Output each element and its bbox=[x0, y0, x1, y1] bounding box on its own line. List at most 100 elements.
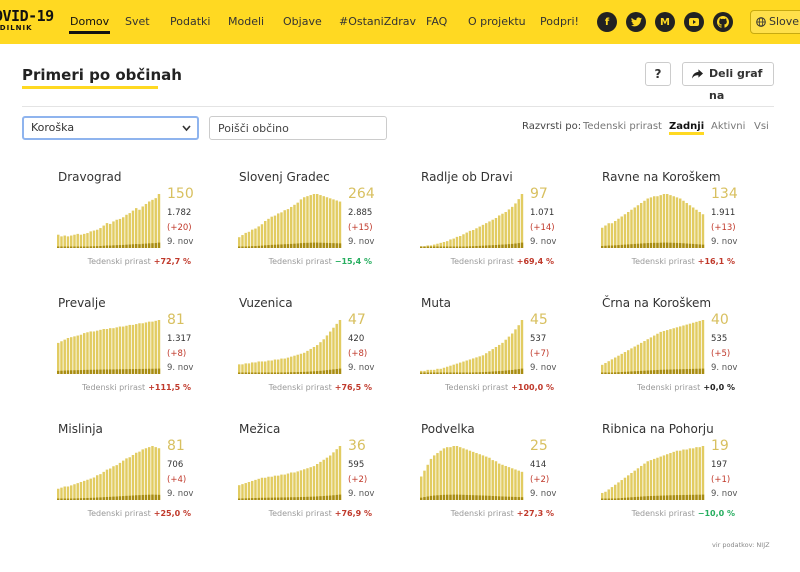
search-input[interactable] bbox=[209, 116, 387, 140]
chart-bar-new bbox=[604, 372, 607, 374]
municipality-card[interactable]: Mislinja 81 706 (+4) 9. nov Tedenski prirast +… bbox=[55, 422, 225, 532]
sort-option-aktivni[interactable]: Aktivni bbox=[711, 121, 746, 132]
nav-item-ostanizdrav[interactable]: #OstaniZdrav bbox=[339, 15, 416, 28]
nav-item-objave[interactable]: Objave bbox=[283, 15, 322, 28]
chart-bar bbox=[157, 448, 161, 500]
chart-bar bbox=[109, 223, 112, 248]
medium-icon[interactable]: M bbox=[655, 12, 675, 32]
weekly-growth-label: Tedenski prirast bbox=[637, 383, 701, 392]
nav-item-modeli[interactable]: Modeli bbox=[228, 15, 265, 28]
share-button[interactable]: Deli graf na bbox=[682, 62, 774, 102]
region-select[interactable]: Koroška bbox=[22, 116, 199, 140]
chart-bar-new bbox=[105, 245, 109, 248]
chart-bar bbox=[128, 457, 131, 500]
sort-option-tedenski-prirast[interactable]: Tedenski prirast bbox=[583, 121, 662, 132]
chart-bar-new bbox=[662, 242, 666, 248]
chart-bar-new bbox=[507, 370, 511, 374]
municipality-card[interactable]: Vuzenica 47 420 (+8) 9. nov Tedenski prirast +… bbox=[236, 296, 406, 406]
chart-bar bbox=[280, 474, 283, 500]
card-name: Črna na Koroškem bbox=[602, 296, 712, 310]
chart-bar bbox=[475, 357, 478, 374]
chart-bar-new bbox=[241, 498, 244, 500]
chart-bar bbox=[633, 346, 636, 374]
chart-bar bbox=[675, 327, 679, 374]
sort-option-zadnji[interactable]: Zadnji bbox=[669, 121, 705, 135]
chart-bar-new bbox=[656, 495, 659, 500]
language-selector[interactable]: Sloven bbox=[750, 10, 800, 34]
chart-bar bbox=[60, 341, 63, 374]
municipality-card[interactable]: Muta 45 537 (+7) 9. nov Tedenski prirast +100,… bbox=[418, 296, 588, 406]
chart-bar-new bbox=[610, 498, 614, 500]
card-name: Podvelka bbox=[421, 422, 475, 436]
chart-bar-new bbox=[498, 496, 501, 500]
chart-bar bbox=[329, 455, 332, 500]
chart-bar bbox=[442, 242, 446, 248]
sort-option-vsi[interactable]: Vsi bbox=[754, 121, 769, 132]
chart-bar bbox=[701, 446, 705, 500]
municipality-card[interactable]: Prevalje 81 1.317 (+8) 9. nov Tedenski priras… bbox=[55, 296, 225, 406]
chart-bar bbox=[329, 198, 332, 248]
municipality-card[interactable]: Mežica 36 595 (+2) 9. nov Tedenski prirast +76… bbox=[236, 422, 406, 532]
municipality-card[interactable]: Radlje ob Dravi 97 1.071 (+14) 9. nov Tedensk… bbox=[418, 170, 588, 280]
youtube-icon[interactable] bbox=[684, 12, 704, 32]
chart-bar-new bbox=[468, 246, 472, 248]
chart-bar-new bbox=[439, 372, 442, 374]
chart-bar bbox=[260, 224, 264, 248]
chart-bar-new bbox=[601, 245, 604, 248]
nav-item-svet[interactable]: Svet bbox=[125, 15, 150, 28]
chart-bar bbox=[296, 354, 299, 374]
chart-bar bbox=[656, 333, 659, 374]
chart-bar-new bbox=[238, 246, 241, 248]
nav-item-podpri[interactable]: Podpri! bbox=[540, 15, 579, 28]
municipality-card[interactable]: Ravne na Koroškem 134 1.911 (+13) 9. nov Tede… bbox=[599, 170, 769, 280]
nav-item-podatki[interactable]: Podatki bbox=[170, 15, 211, 28]
municipality-card[interactable]: Podvelka 25 414 (+2) 9. nov Tedenski prirast +… bbox=[418, 422, 588, 532]
chart-bar-new bbox=[254, 246, 257, 248]
logo[interactable]: OVID-19 EDILNIK bbox=[0, 9, 54, 33]
nav-item-domov[interactable]: Domov bbox=[68, 15, 111, 34]
card-name: Ribnica na Pohorju bbox=[602, 422, 714, 436]
card-daily-delta: (+20) bbox=[167, 223, 192, 233]
chart-bar bbox=[92, 477, 96, 500]
card-weekly-growth: Tedenski prirast −10,0 % bbox=[599, 509, 735, 518]
chart-bar-new bbox=[70, 246, 73, 248]
chart-bar-new bbox=[698, 244, 701, 248]
nav-item-o-projektu[interactable]: O projektu bbox=[468, 15, 526, 28]
facebook-icon[interactable]: f bbox=[597, 12, 617, 32]
chart-bar bbox=[293, 204, 296, 248]
chart-bar bbox=[296, 202, 299, 248]
chart-bar-new bbox=[610, 372, 614, 374]
chart-bar-new bbox=[520, 368, 524, 374]
chart-bar bbox=[478, 356, 481, 374]
chart-bar bbox=[73, 234, 76, 248]
chart-bar bbox=[514, 203, 517, 248]
chart-bar bbox=[601, 364, 604, 374]
chart-bar-new bbox=[449, 494, 452, 500]
chart-bar bbox=[86, 479, 89, 500]
chart-bar bbox=[303, 469, 306, 500]
card-date: 9. nov bbox=[348, 363, 375, 373]
chart-bar-new bbox=[260, 372, 264, 374]
municipality-card[interactable]: Slovenj Gradec 264 2.885 (+15) 9. nov Tedensk… bbox=[236, 170, 406, 280]
chart-bar bbox=[131, 455, 135, 500]
chart-bar-new bbox=[128, 244, 131, 248]
card-date: 9. nov bbox=[530, 237, 557, 247]
chart-bar-new bbox=[623, 244, 627, 248]
chart-bar bbox=[257, 226, 260, 248]
chart-bar-new bbox=[420, 246, 423, 248]
municipality-card[interactable]: Črna na Koroškem 40 535 (+5) 9. nov Tedenski … bbox=[599, 296, 769, 406]
twitter-icon[interactable] bbox=[626, 12, 646, 32]
chart-bar-new bbox=[494, 371, 498, 374]
card-total-value: 535 bbox=[711, 334, 728, 344]
help-button[interactable]: ? bbox=[645, 62, 671, 86]
chart-bar bbox=[115, 219, 118, 248]
municipality-card[interactable]: Ribnica na Pohorju 19 197 (+1) 9. nov Tedensk… bbox=[599, 422, 769, 532]
chart-bar-new bbox=[688, 243, 692, 248]
chart-bar bbox=[57, 342, 60, 374]
nav-item-faq[interactable]: FAQ bbox=[426, 15, 448, 28]
municipality-card[interactable]: Dravograd 150 1.782 (+20) 9. nov Tedenski pri… bbox=[55, 170, 225, 280]
chart-bar bbox=[105, 329, 109, 374]
github-icon[interactable] bbox=[713, 12, 733, 32]
chart-bar-new bbox=[455, 246, 459, 248]
card-name: Mežica bbox=[239, 422, 281, 436]
